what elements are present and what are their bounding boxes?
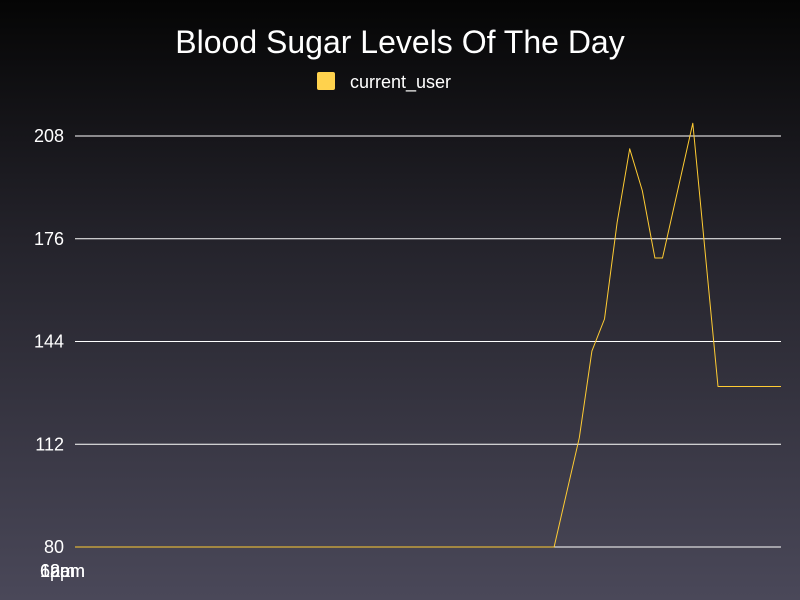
y-tick-label-208: 208 xyxy=(34,126,64,146)
y-tick-label-176: 176 xyxy=(34,229,64,249)
plot-area xyxy=(75,122,781,548)
legend: current_user xyxy=(317,72,451,93)
y-tick-label-112: 112 xyxy=(35,434,64,454)
x-tick-label-12am: 12am xyxy=(40,561,85,581)
x-tick-label-6am: 6am xyxy=(40,561,75,581)
chart-title: Blood Sugar Levels Of The Day xyxy=(175,24,624,60)
series-line-current_user xyxy=(75,122,781,548)
legend-label: current_user xyxy=(350,72,451,93)
y-tick-label-80: 80 xyxy=(44,537,64,557)
y-tick-label-144: 144 xyxy=(34,332,64,352)
x-tick-label-6pm: 6pm xyxy=(40,561,75,581)
legend-swatch xyxy=(317,72,335,90)
x-tick-label-12pm: 12pm xyxy=(40,561,85,581)
y-axis: 80 112 144 176 208 xyxy=(34,126,64,557)
grid xyxy=(75,135,781,548)
